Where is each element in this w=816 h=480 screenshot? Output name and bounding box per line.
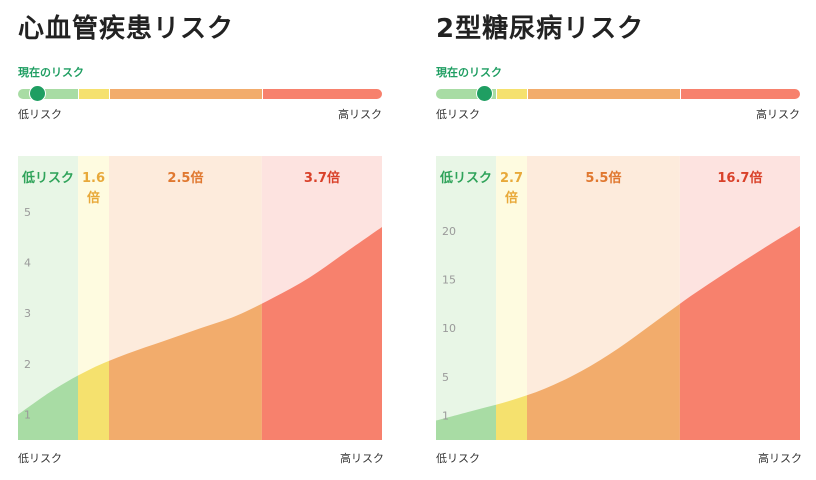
chart-title: 2型糖尿病リスク <box>436 14 645 44</box>
band-label: 倍 <box>87 190 100 206</box>
y-tick-label: 2 <box>24 358 31 371</box>
band-label: 低リスク <box>439 170 492 186</box>
risk-area-segment <box>527 303 680 440</box>
band-background <box>436 156 497 440</box>
band-label: 2.7 <box>500 171 523 186</box>
risk-area-chart: 1 2 3 4 5 低リスク 1.6 倍 2.5倍 3.7倍 <box>18 156 382 440</box>
risk-area-segment <box>496 395 528 440</box>
band-label: 2.5倍 <box>167 170 203 186</box>
y-tick-label: 3 <box>24 307 31 320</box>
risk-scale-bar <box>18 85 382 102</box>
risk-bar-segment <box>110 89 262 99</box>
risk-bar-segment <box>528 89 680 99</box>
x-axis-high-label: 高リスク <box>758 452 802 465</box>
risk-bar-segment <box>18 89 79 99</box>
band-label: 16.7倍 <box>717 170 762 186</box>
scale-low-label: 低リスク <box>436 108 480 121</box>
x-axis-low-label: 低リスク <box>436 452 480 465</box>
risk-bar-segment <box>680 89 800 99</box>
band-label: 1.6 <box>82 171 105 186</box>
chart-title: 心血管疾患リスク <box>18 14 235 44</box>
band-label: 低リスク <box>21 170 74 186</box>
y-tick-label: 20 <box>442 225 456 238</box>
risk-bar-segment <box>497 89 527 99</box>
band-background <box>496 156 527 440</box>
risk-area-chart: 1 5 10 15 20 低リスク 2.7 倍 5.5倍 16.7倍 <box>436 156 800 440</box>
current-risk-label: 現在のリスク <box>18 66 84 79</box>
risk-area-segment <box>436 404 497 440</box>
y-tick-label: 10 <box>442 322 456 335</box>
risk-bar-segment <box>436 89 497 99</box>
diabetes-risk-panel: 2型糖尿病リスク 現在のリスク 低リスク 高リスク 1 5 10 15 20 低リスク 2.… <box>436 0 816 480</box>
x-axis-high-label: 高リスク <box>340 452 384 465</box>
x-axis-low-label: 低リスク <box>18 452 62 465</box>
risk-scale-bar <box>436 85 800 102</box>
chart-svg: 1 2 3 4 5 低リスク 1.6 倍 2.5倍 3.7倍 <box>18 156 382 440</box>
scale-high-label: 高リスク <box>338 108 382 121</box>
y-tick-label: 15 <box>442 274 456 287</box>
risk-bar-segment <box>262 89 382 99</box>
risk-area-segment <box>78 360 110 440</box>
cardiovascular-risk-panel: 心血管疾患リスク 現在のリスク 低リスク 高リスク 1 2 3 4 5 低リスク 1.6 倍 2… <box>18 0 402 480</box>
current-risk-marker <box>28 85 46 102</box>
current-risk-marker <box>476 85 494 102</box>
risk-bar-segment <box>79 89 109 99</box>
risk-area-segment <box>679 226 800 440</box>
risk-area-segment <box>261 227 382 440</box>
scale-high-label: 高リスク <box>756 108 800 121</box>
y-tick-label: 1 <box>24 409 31 422</box>
risk-area-segment <box>109 303 262 440</box>
y-tick-label: 1 <box>442 410 449 423</box>
current-risk-label: 現在のリスク <box>436 66 502 79</box>
band-label: 倍 <box>505 190 518 206</box>
y-tick-label: 5 <box>24 206 31 219</box>
band-label: 3.7倍 <box>304 170 340 186</box>
band-label: 5.5倍 <box>585 170 621 186</box>
scale-low-label: 低リスク <box>18 108 62 121</box>
y-tick-label: 5 <box>442 371 449 384</box>
risk-area-segment <box>18 375 79 440</box>
y-tick-label: 4 <box>24 257 31 270</box>
